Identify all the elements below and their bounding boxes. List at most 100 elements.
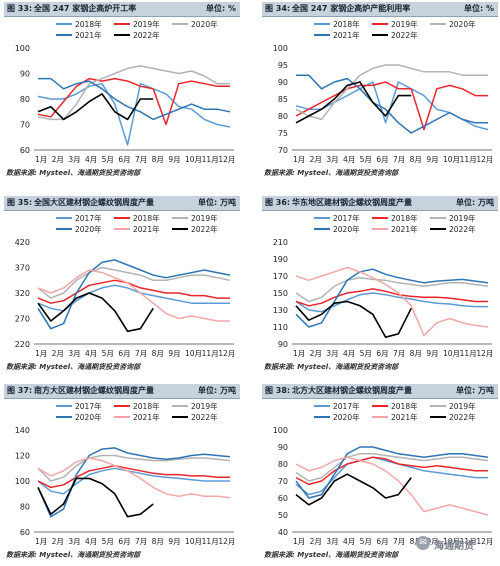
- y-tick-label: 120: [15, 452, 30, 461]
- legend-label: 2018年: [333, 19, 360, 29]
- y-tick-label: 190: [273, 255, 288, 264]
- y-tick-label: 40: [278, 528, 288, 537]
- series-line: [295, 446, 489, 499]
- x-tick-label: 12月: [218, 349, 235, 358]
- x-tick-label: 7月: [135, 349, 147, 358]
- y-tick-label: 70: [278, 477, 288, 486]
- x-tick-label: 4月: [343, 349, 355, 358]
- y-tick-label: 130: [273, 306, 288, 315]
- chart-header: 图 35: 全国大区建材钢企螺纹钢周度产量 单位: 万吨: [4, 196, 240, 211]
- x-tick-label: 6月: [376, 537, 388, 546]
- x-tick-label: 9月: [168, 537, 180, 546]
- chart-number: 图 38:: [265, 386, 291, 395]
- x-tick-label: 9月: [168, 349, 180, 358]
- legend-label: 2019年: [133, 19, 160, 29]
- chart-header: 图 36: 华东地区建材钢企螺纹钢周度产量 单位: 万吨: [262, 196, 498, 211]
- legend-label: 2020年: [75, 224, 102, 234]
- x-tick-label: 10月: [443, 537, 460, 546]
- chart-number: 图 37:: [7, 386, 33, 395]
- y-tick-label: 75: [278, 129, 288, 138]
- chart-number: 图 36:: [265, 198, 291, 207]
- x-tick-label: 8月: [152, 349, 164, 358]
- legend-label: 2022年: [449, 412, 476, 422]
- chart-title: 华东地区建材钢企螺纹钢周度产量: [292, 198, 412, 207]
- x-tick-label: 6月: [376, 349, 388, 358]
- series-line: [295, 81, 488, 131]
- y-tick-label: 60: [278, 494, 288, 503]
- y-tick-label: 420: [15, 238, 30, 247]
- series-line: [295, 266, 489, 337]
- chart-title: 全国大区建材钢企螺纹钢周度产量: [34, 198, 154, 207]
- x-tick-label: 12月: [476, 537, 493, 546]
- legend-label: 2021年: [333, 30, 360, 40]
- line-chart: 220 270 320 370 420 1月 2月 3月 4月 5月 6月 7月 8月 9月 10月 11月 1…: [15, 213, 236, 358]
- y-tick-label: 170: [273, 272, 288, 281]
- y-tick-label: 150: [273, 289, 288, 298]
- y-tick-label: 50: [278, 511, 288, 520]
- x-tick-label: 1月: [35, 537, 47, 546]
- chart-title: 北方大区建材钢企螺纹钢周度产量: [292, 386, 412, 395]
- legend-label: 2020年: [333, 224, 360, 234]
- chart-panel: 图 34: 全国 247 家钢企高炉产能利用率 单位: % 70 75 80 85 90 95 1…: [262, 2, 498, 184]
- legend-label: 2019年: [449, 213, 476, 223]
- x-tick-label: 4月: [343, 537, 355, 546]
- y-tick-label: 220: [15, 340, 30, 349]
- x-tick-label: 5月: [102, 349, 114, 358]
- chart-unit: 单位: 万吨: [456, 198, 494, 207]
- y-tick-label: 140: [15, 426, 30, 435]
- x-tick-label: 7月: [393, 537, 405, 546]
- x-tick-label: 9月: [426, 537, 438, 546]
- chart-unit: 单位: 万吨: [198, 386, 236, 395]
- legend-label: 2018年: [133, 213, 160, 223]
- legend-label: 2022年: [449, 224, 476, 234]
- legend-label: 2022年: [191, 412, 218, 422]
- y-tick-label: 80: [278, 460, 288, 469]
- series-line: [37, 284, 230, 312]
- x-tick-label: 8月: [152, 537, 164, 546]
- watermark: ✉ 海通期货: [416, 536, 500, 552]
- data-source-note: 数据来源: Mysteel、海通期货投资咨询部: [264, 169, 399, 177]
- legend-label: 2020年: [449, 19, 476, 29]
- y-tick-label: 70: [278, 146, 288, 155]
- y-tick-label: 210: [273, 238, 288, 247]
- series-line: [295, 453, 489, 482]
- x-tick-label: 6月: [118, 349, 130, 358]
- y-tick-label: 90: [278, 443, 288, 452]
- series-line: [295, 64, 488, 121]
- series-line: [295, 473, 412, 506]
- legend-label: 2021年: [391, 412, 418, 422]
- chart-header: 图 34: 全国 247 家钢企高炉产能利用率 单位: %: [262, 2, 498, 17]
- series-line: [37, 279, 230, 304]
- x-tick-label: 4月: [85, 155, 97, 164]
- legend-label: 2019年: [191, 213, 218, 223]
- series-line: [37, 477, 154, 518]
- x-tick-label: 2月: [310, 537, 322, 546]
- wechat-icon: ✉: [416, 536, 430, 550]
- series-line: [295, 456, 488, 486]
- x-tick-label: 7月: [393, 349, 405, 358]
- chart-panel: 图 36: 华东地区建材钢企螺纹钢周度产量 单位: 万吨 90 110 130 150 170…: [262, 196, 498, 378]
- data-source-note: 数据来源: Mysteel、海通期货投资咨询部: [6, 551, 141, 559]
- x-tick-label: 1月: [293, 537, 305, 546]
- data-source-note: 数据来源: Mysteel、海通期货投资咨询部: [6, 169, 141, 177]
- chart-unit: 单位: 万吨: [456, 386, 494, 395]
- legend-label: 2017年: [75, 213, 102, 223]
- x-tick-label: 11月: [202, 537, 219, 546]
- chart-panel: 图 33: 全国 247 家钢企高炉开工率 单位: % 60 70 80 90 100 1月 2月…: [4, 2, 240, 184]
- series-line: [37, 266, 231, 299]
- chart-number: 图 35:: [7, 198, 33, 207]
- line-chart: 70 75 80 85 90 95 100 1月 2月 3月 4月 5月 6月 7月 8月 9月 10月 11月 1…: [273, 19, 494, 164]
- legend-label: 2022年: [133, 30, 160, 40]
- x-tick-label: 1月: [293, 349, 305, 358]
- x-tick-label: 2月: [310, 155, 322, 164]
- x-tick-label: 5月: [102, 537, 114, 546]
- data-source-note: 数据来源: Mysteel、海通期货投资咨询部: [264, 363, 399, 371]
- legend-label: 2021年: [133, 412, 160, 422]
- chart-unit: 单位: %: [206, 4, 236, 13]
- x-tick-label: 11月: [460, 537, 477, 546]
- legend-label: 2022年: [191, 224, 218, 234]
- chart-panel: 图 35: 全国大区建材钢企螺纹钢周度产量 单位: 万吨 220 270 320 370 42…: [4, 196, 240, 378]
- x-tick-label: 12月: [476, 155, 493, 164]
- y-tick-label: 80: [20, 95, 30, 104]
- chart-header: 图 38: 北方大区建材钢企螺纹钢周度产量 单位: 万吨: [262, 384, 498, 399]
